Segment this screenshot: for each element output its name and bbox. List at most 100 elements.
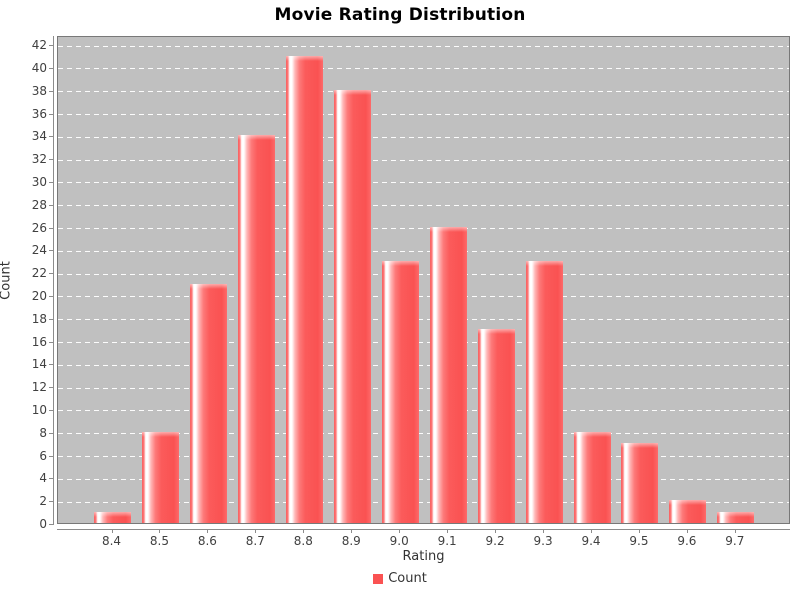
legend-label-count: Count [388, 571, 427, 586]
x-tick-label: 9.5 [629, 534, 649, 548]
gridline [58, 364, 789, 366]
gridline [58, 273, 789, 275]
y-tick-label: 18 [31, 311, 47, 326]
gridline [58, 410, 789, 412]
legend: Count [0, 571, 800, 586]
y-tick-label: 40 [31, 60, 47, 75]
y-axis-tick [49, 341, 53, 343]
x-tick-label: 8.6 [197, 534, 217, 548]
gridline [58, 296, 789, 298]
y-axis-tick [49, 159, 53, 161]
gridline [58, 205, 789, 207]
gridline [58, 136, 789, 138]
y-tick-label: 30 [31, 174, 47, 189]
y-tick-label: 2 [39, 494, 47, 509]
x-tick-label: 9.4 [581, 534, 601, 548]
x-tick-label: 8.9 [341, 534, 361, 548]
x-axis-tick [255, 529, 257, 533]
y-tick-label: 36 [31, 106, 47, 121]
x-axis-tick [399, 529, 401, 533]
x-tick-label: 9.1 [437, 534, 457, 548]
y-tick-label: 4 [39, 471, 47, 486]
y-tick-label: 0 [39, 517, 47, 531]
x-axis-tick [638, 529, 640, 533]
x-tick-label: 9.7 [725, 534, 745, 548]
x-axis-tick [447, 529, 449, 533]
plot-area [57, 36, 790, 524]
gridline [58, 319, 789, 321]
y-tick-label: 32 [31, 152, 47, 167]
gridline [58, 228, 789, 230]
x-tick-label: 8.5 [149, 534, 169, 548]
gridline [58, 342, 789, 344]
y-axis-tick [49, 113, 53, 115]
y-axis-tick [49, 181, 53, 183]
x-axis-line [57, 529, 790, 530]
y-axis-tick [49, 478, 53, 480]
x-axis-tick [686, 529, 688, 533]
bar-8.9 [333, 89, 371, 523]
y-tick-label: 38 [31, 83, 47, 98]
gridline [58, 91, 789, 93]
x-tick-label: 9.6 [677, 534, 697, 548]
gridline [58, 250, 789, 252]
x-axis-tick [543, 529, 545, 533]
gridline [58, 114, 789, 116]
bar-8.7 [237, 135, 275, 523]
gridline [58, 456, 789, 458]
gridline [58, 182, 789, 184]
x-axis-tick [159, 529, 161, 533]
y-tick-label: 28 [31, 197, 47, 212]
gridline [58, 501, 789, 503]
y-axis-tick [49, 45, 53, 47]
bar-9.4 [573, 431, 611, 523]
y-axis-tick [49, 250, 53, 252]
y-axis-tick [49, 227, 53, 229]
y-axis-title: Count [0, 261, 14, 300]
bar-9.2 [477, 329, 515, 523]
x-tick-label: 9.3 [533, 534, 553, 548]
y-tick-label: 8 [39, 425, 47, 440]
gridline [58, 159, 789, 161]
x-axis-tick [734, 529, 736, 533]
x-axis-tick [207, 529, 209, 533]
y-axis-tick [49, 318, 53, 320]
y-axis-tick [49, 364, 53, 366]
y-tick-label: 6 [39, 448, 47, 463]
gridline [58, 45, 789, 47]
chart-title: Movie Rating Distribution [274, 5, 526, 25]
y-axis-tick [49, 67, 53, 69]
y-axis-tick [49, 455, 53, 457]
bar-9.7 [717, 511, 755, 523]
y-axis-tick [49, 204, 53, 206]
bar-9.5 [621, 443, 659, 523]
y-axis-tick [49, 136, 53, 138]
y-tick-label: 10 [31, 402, 47, 417]
y-axis-tick [49, 90, 53, 92]
x-tick-label: 9.2 [485, 534, 505, 548]
y-tick-label: 26 [31, 220, 47, 235]
y-tick-label: 12 [31, 380, 47, 395]
bar-9.1 [429, 226, 467, 523]
gridline [58, 387, 789, 389]
bar-8.8 [285, 55, 323, 523]
x-axis-tick [495, 529, 497, 533]
y-axis-tick [49, 524, 53, 525]
bar-9.6 [669, 500, 707, 523]
gridline [58, 433, 789, 435]
y-axis-line [53, 36, 54, 525]
y-axis-tick [49, 409, 53, 411]
x-tick-label: 8.8 [293, 534, 313, 548]
y-axis-tick [49, 273, 53, 275]
bar-9.0 [381, 260, 419, 523]
x-axis-title: Rating [402, 549, 445, 564]
legend-swatch-count [373, 573, 384, 584]
y-tick-label: 16 [31, 334, 47, 349]
x-axis-tick [351, 529, 353, 533]
gridline [58, 68, 789, 70]
y-tick-label: 34 [31, 129, 47, 144]
x-axis-tick [303, 529, 305, 533]
x-axis-tick [591, 529, 592, 533]
bar-8.5 [141, 431, 179, 523]
